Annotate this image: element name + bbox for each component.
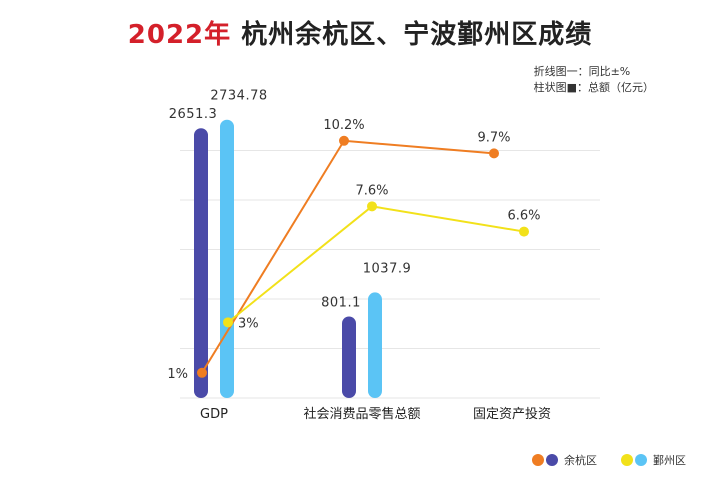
chart-notes: 折线图一：同比±% 柱状图■：总额（亿元）: [534, 64, 654, 96]
point-label-yinzhou-0: 3%: [238, 316, 259, 331]
legend-yuhang-line-swatch: [532, 454, 544, 466]
bar-label-yuhang-0: 2651.3: [169, 107, 218, 122]
legend-yuhang-bar-swatch: [546, 454, 558, 466]
legend-yinzhou-line-swatch: [621, 454, 633, 466]
title-text: 杭州余杭区、宁波鄞州区成绩: [231, 20, 593, 50]
point-yuhang-1: [339, 135, 349, 146]
point-yinzhou-2: [519, 226, 529, 237]
bar-label-yinzhou-1: 1037.9: [363, 261, 412, 276]
category-label-1: 社会消费品零售总额: [303, 406, 420, 422]
line-note: 折线图一：同比±%: [533, 65, 631, 78]
title-year: 2022年: [127, 20, 232, 50]
legend: 余杭区 鄞州区: [532, 452, 710, 468]
point-yinzhou-1: [367, 201, 377, 212]
point-yinzhou-0: [223, 317, 233, 328]
legend-yinzhou-bar-swatch: [635, 454, 647, 466]
bar-label-yuhang-1: 801.1: [321, 295, 361, 310]
bar-yuhang-1: [342, 316, 356, 398]
legend-yinzhou-label: 鄞州区: [653, 454, 686, 467]
point-label-yinzhou-1: 7.6%: [355, 183, 388, 198]
point-label-yuhang-0: 1%: [167, 367, 188, 382]
chart-title: 2022年 杭州余杭区、宁波鄞州区成绩: [0, 14, 720, 51]
point-label-yuhang-1: 10.2%: [323, 118, 364, 133]
point-yuhang-2: [489, 148, 499, 159]
point-yuhang-0: [197, 367, 207, 378]
legend-yuhang-label: 余杭区: [564, 454, 597, 467]
bar-yinzhou-0: [220, 119, 234, 398]
category-label-2: 固定资产投资: [473, 406, 551, 422]
point-label-yinzhou-2: 6.6%: [507, 209, 540, 224]
bar-yuhang-0: [194, 128, 208, 398]
legend-yuhang: 余杭区: [532, 452, 597, 468]
bar-label-yinzhou-0: 2734.78: [210, 89, 267, 104]
category-label-0: GDP: [200, 407, 228, 422]
bar-yinzhou-1: [368, 292, 382, 398]
point-label-yuhang-2: 9.7%: [477, 130, 510, 145]
bar-note: 柱状图■：总额（亿元）: [533, 81, 654, 94]
legend-yinzhou: 鄞州区: [621, 452, 686, 468]
